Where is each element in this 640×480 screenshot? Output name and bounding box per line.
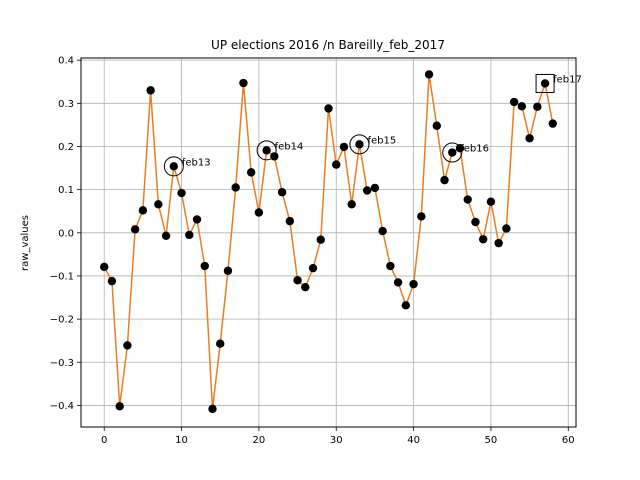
- data-point: [254, 208, 264, 217]
- data-point: [161, 231, 171, 241]
- data-point: [455, 144, 465, 153]
- x-tick-label: 50: [485, 435, 498, 446]
- data-point: [285, 216, 295, 226]
- data-point: [362, 186, 372, 195]
- y-tick-label: 0.1: [58, 185, 74, 196]
- data-point: [138, 206, 148, 215]
- data-point: [432, 121, 441, 130]
- data-point: [478, 235, 488, 244]
- annotation-label: feb17: [553, 74, 582, 85]
- chart-title: UP elections 2016 /n Bareilly_feb_2017: [211, 38, 445, 52]
- data-point: [231, 183, 240, 192]
- data-point: [417, 212, 426, 221]
- data-point: [533, 102, 542, 111]
- data-point: [440, 175, 449, 185]
- data-point: [115, 402, 124, 411]
- x-tick-label: 20: [253, 435, 266, 446]
- data-point: [509, 97, 519, 107]
- data-point: [208, 404, 217, 414]
- y-tick-label: −0.4: [50, 401, 74, 412]
- y-tick-label: −0.2: [50, 315, 74, 326]
- data-point: [448, 148, 457, 157]
- y-tick-label: −0.1: [50, 271, 74, 282]
- data-point: [169, 162, 179, 171]
- annotation-circle-marker: [256, 140, 277, 161]
- data-point: [192, 215, 202, 224]
- plot-frame: [80, 57, 577, 428]
- data-point: [154, 200, 163, 209]
- data-point: [409, 279, 418, 289]
- data-point: [262, 146, 271, 155]
- data-point: [277, 188, 287, 197]
- data-point: [355, 140, 364, 149]
- x-tick-label: 40: [407, 435, 420, 446]
- data-point: [200, 261, 209, 271]
- data-point: [123, 341, 132, 350]
- x-tick-label: 10: [175, 435, 188, 446]
- grid-lines: [81, 58, 576, 427]
- annotation-label: feb13: [182, 157, 211, 168]
- annotation-circle-marker: [163, 156, 184, 177]
- annotation-label: feb15: [367, 135, 396, 146]
- y-tick-label: −0.3: [50, 358, 74, 369]
- data-point: [216, 339, 225, 348]
- y-tick-label: 0.2: [58, 142, 74, 153]
- data-point: [301, 282, 310, 292]
- data-point: [517, 102, 527, 111]
- x-axis-ticks: 0 10 20 30 40 50 60: [101, 427, 575, 446]
- y-tick-label: 0.3: [58, 99, 74, 110]
- annotation-square-marker: [535, 73, 555, 93]
- data-point: [100, 262, 109, 272]
- data-point: [177, 188, 186, 198]
- y-axis-label: raw_values: [20, 215, 31, 271]
- data-points: [100, 70, 557, 414]
- data-point: [502, 224, 511, 233]
- data-point: [424, 70, 434, 79]
- data-point: [308, 263, 318, 273]
- data-point: [316, 235, 325, 244]
- data-point: [401, 301, 411, 310]
- data-point: [130, 225, 140, 234]
- data-point: [347, 200, 356, 209]
- data-point: [525, 134, 534, 143]
- data-point: [386, 261, 395, 271]
- x-tick-label: 30: [330, 435, 343, 446]
- data-point: [146, 86, 155, 95]
- data-point: [540, 79, 550, 88]
- data-point: [223, 266, 233, 275]
- x-tick-label: 0: [101, 435, 107, 446]
- data-point: [471, 217, 480, 227]
- annotation-label: feb14: [275, 141, 304, 152]
- data-point: [239, 78, 248, 88]
- data-point: [393, 278, 403, 287]
- data-point: [486, 197, 496, 206]
- data-point: [378, 226, 387, 236]
- data-point: [494, 238, 503, 248]
- data-point: [246, 168, 256, 177]
- annotations: feb13 feb14 feb15 feb16 feb17: [163, 73, 582, 177]
- x-tick-label: 60: [562, 435, 575, 446]
- data-point: [339, 142, 349, 152]
- data-point: [293, 276, 302, 285]
- data-point: [548, 119, 557, 128]
- data-point: [324, 104, 333, 113]
- annotation-circle-marker: [349, 134, 370, 155]
- data-point: [332, 160, 341, 169]
- data-point: [370, 183, 380, 193]
- y-axis-ticks: −0.4 −0.3 −0.2 −0.1 0.0 0.1 0.2 0.3 0.4: [50, 56, 81, 412]
- data-point: [185, 230, 194, 240]
- y-tick-label: 0.4: [58, 56, 74, 67]
- y-tick-label: 0.0: [58, 228, 74, 239]
- annotation-circle-marker: [442, 142, 463, 163]
- data-point: [107, 276, 117, 286]
- data-point: [463, 195, 472, 204]
- annotation-label: feb16: [460, 144, 489, 155]
